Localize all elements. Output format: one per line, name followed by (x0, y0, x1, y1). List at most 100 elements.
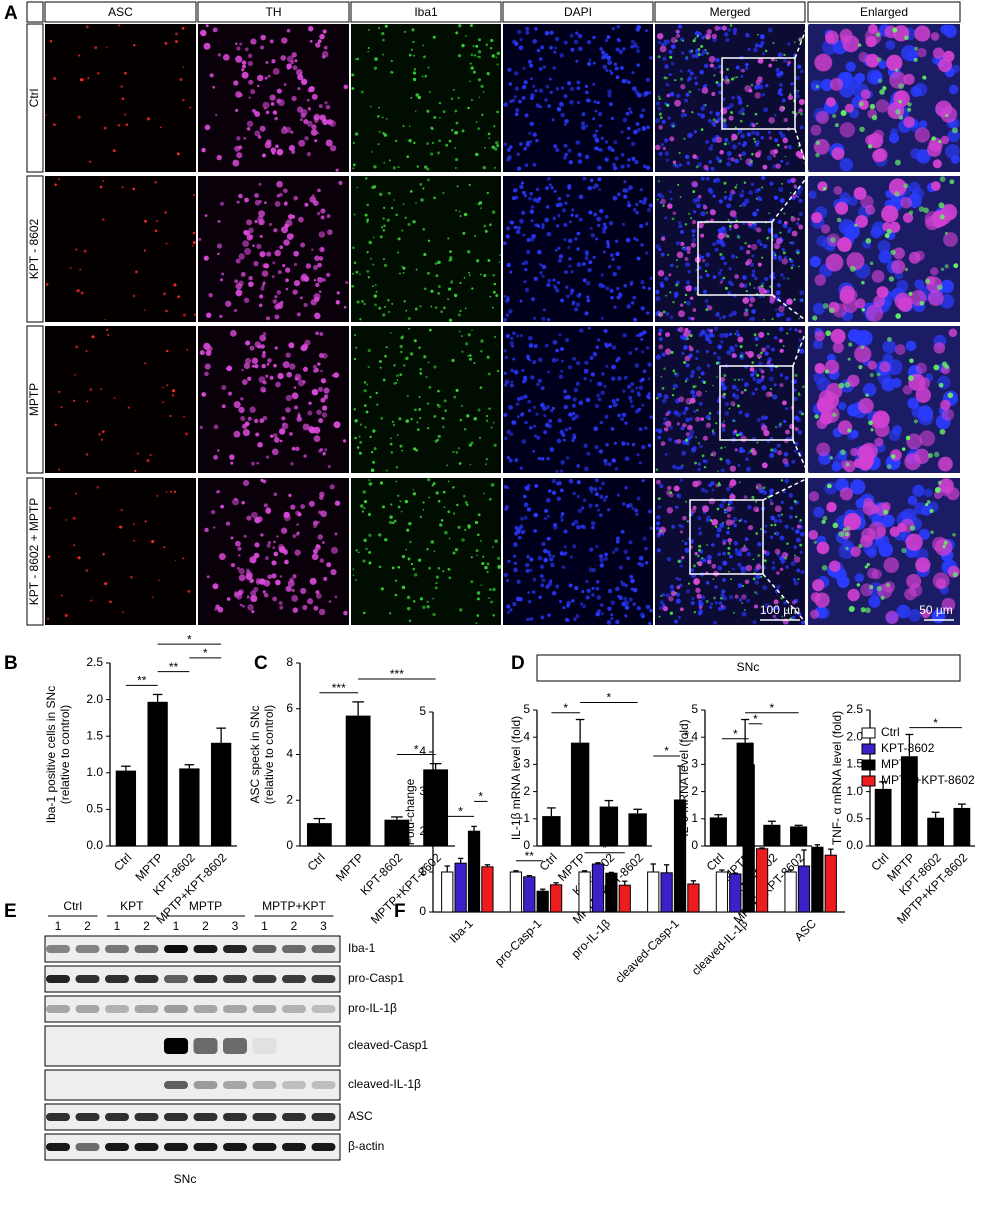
cell (495, 293, 499, 297)
cell (546, 176, 551, 181)
cell (529, 192, 533, 196)
cell (715, 361, 719, 365)
cell (75, 492, 78, 495)
cell (246, 120, 254, 128)
cell (363, 538, 367, 543)
cell (219, 314, 223, 319)
cell (248, 227, 254, 234)
cell (719, 269, 723, 273)
cell (545, 584, 550, 589)
cell (373, 294, 377, 298)
cell (611, 257, 615, 262)
cell (647, 509, 653, 514)
cell (764, 524, 768, 528)
cell (409, 352, 414, 356)
cell (695, 357, 699, 361)
y-axis-label: TNF- α mRNA level (fold) (830, 711, 844, 845)
cell (728, 482, 734, 489)
blot-band (223, 945, 247, 953)
header-box (44, 1, 197, 23)
cell (751, 123, 756, 128)
cell (881, 377, 896, 392)
cell (548, 183, 552, 187)
cell (513, 369, 519, 375)
cell (247, 60, 254, 67)
cell (751, 361, 754, 364)
cell (945, 113, 949, 118)
cell (291, 52, 297, 58)
cell (422, 605, 426, 609)
cell (175, 32, 178, 36)
cell (285, 287, 289, 291)
cell (319, 495, 324, 500)
cell (734, 186, 738, 189)
cell (283, 511, 290, 518)
cell (523, 394, 528, 399)
error-bar (313, 817, 326, 824)
error-bar (719, 869, 725, 872)
cell (392, 521, 395, 525)
cell (660, 198, 666, 205)
cell (317, 362, 321, 366)
cell (942, 50, 955, 63)
cell (741, 611, 747, 617)
cell (798, 108, 803, 113)
cell (731, 144, 737, 150)
cell (881, 501, 891, 512)
blot-band (193, 1081, 218, 1089)
cell (547, 424, 553, 429)
cell (790, 82, 794, 86)
cell (484, 229, 488, 233)
cell (686, 520, 689, 523)
cell (784, 524, 789, 529)
error-bar (677, 765, 683, 800)
cell (477, 49, 482, 54)
cell (399, 500, 402, 503)
cell (382, 378, 386, 382)
cell (271, 59, 276, 64)
cell (559, 429, 564, 435)
cell (385, 346, 388, 349)
cell (322, 278, 326, 282)
cell (504, 298, 510, 304)
cell (778, 326, 784, 332)
cell (816, 418, 828, 430)
cell (700, 211, 706, 217)
cell (720, 340, 724, 344)
cell (192, 194, 195, 197)
cell (615, 398, 620, 402)
cell (64, 613, 68, 617)
cell (776, 312, 781, 318)
cell (790, 266, 794, 270)
cell (704, 48, 707, 51)
scale-bar-label: 50 µm (919, 603, 953, 617)
significance-label: * (933, 716, 938, 730)
cell (426, 548, 429, 551)
cell (475, 121, 478, 123)
y-tick-label: 1 (419, 864, 426, 878)
cell (363, 381, 367, 384)
cell (753, 333, 757, 337)
cell (524, 420, 528, 425)
cell (711, 334, 715, 338)
cell (735, 330, 739, 334)
cell (763, 107, 769, 113)
cell (582, 525, 587, 530)
cell (493, 166, 497, 169)
cell (493, 282, 497, 286)
cell (775, 163, 781, 169)
cell (534, 484, 539, 488)
cell (622, 117, 628, 123)
cell (878, 60, 888, 69)
cell (389, 437, 392, 440)
cell (693, 130, 697, 134)
cell (663, 394, 669, 400)
cell (696, 480, 702, 486)
cell (523, 280, 527, 284)
cell (247, 604, 254, 611)
cell (628, 185, 633, 191)
blot-band (105, 1143, 129, 1151)
cell (869, 261, 874, 265)
cell (661, 352, 666, 357)
cell (236, 152, 243, 159)
